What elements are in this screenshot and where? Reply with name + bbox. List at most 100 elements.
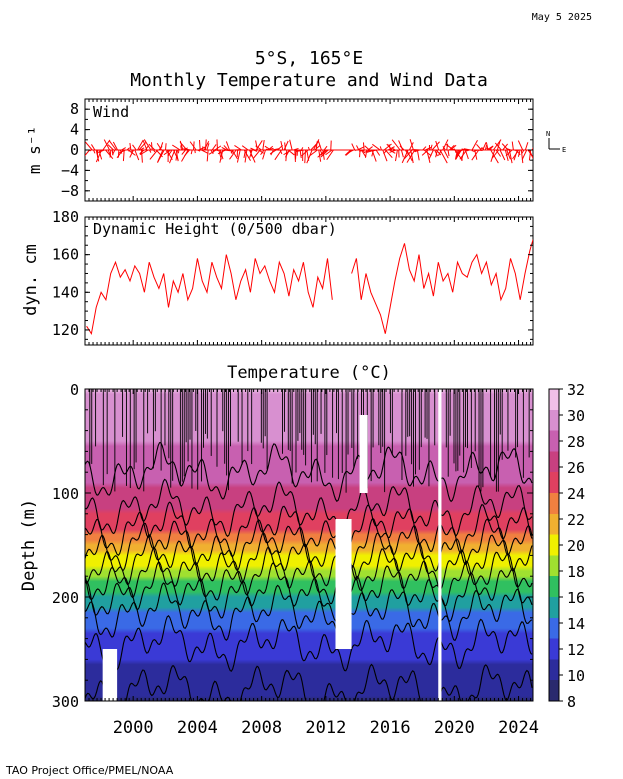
wind-vector <box>399 145 405 151</box>
colorbar-tick-label: 22 <box>567 511 585 529</box>
wind-vector <box>395 149 398 162</box>
wind-vector <box>203 141 210 151</box>
wind-vector <box>301 147 304 151</box>
wind-vector <box>512 149 520 160</box>
wind-vector <box>387 146 395 151</box>
wind-vector <box>471 140 478 151</box>
colorbar-tick-label: 20 <box>567 537 585 555</box>
wind-vector <box>471 149 480 161</box>
wind-vector <box>216 149 222 152</box>
wind-vector <box>294 149 299 152</box>
dyn-y-tick-label: 160 <box>52 246 79 264</box>
wind-vector <box>225 141 230 151</box>
wind-vector <box>434 149 438 157</box>
wind-panel: Wind m s⁻¹ 8 4 0 −4 −8 N E <box>25 98 566 202</box>
wind-vector <box>447 149 450 157</box>
temp-y-tick-label: 100 <box>52 485 79 503</box>
dyn-y-tick-label: 120 <box>52 321 79 339</box>
isotherm-12 <box>85 615 533 672</box>
dynamic-height-line-1 <box>351 239 533 334</box>
wind-vector <box>361 149 367 158</box>
wind-vector <box>317 140 322 151</box>
wind-vector <box>169 149 176 164</box>
temperature-panel-frame <box>84 388 534 702</box>
wind-vector <box>130 149 133 153</box>
wind-vector <box>409 139 414 151</box>
wind-vector <box>150 142 153 151</box>
temperature-y-axis-label: Depth (m) <box>19 499 39 591</box>
isotherm-16 <box>85 561 533 623</box>
wind-vector <box>309 149 318 157</box>
colorbar-tick-label: 32 <box>567 381 585 399</box>
wind-vector <box>473 149 478 153</box>
dynamic-height-panel: Dynamic Height (0/500 dbar) dyn. cm 180 1… <box>21 208 534 346</box>
wind-vector <box>426 149 431 163</box>
wind-vector <box>528 149 532 161</box>
dyn-y-tick-label: 180 <box>52 208 79 226</box>
missing-data-gap <box>102 649 118 701</box>
wind-vector <box>299 149 302 159</box>
wind-vector <box>496 141 501 151</box>
dynamic-height-line-0 <box>86 254 333 336</box>
wind-vector <box>317 149 326 158</box>
compass-north-label: N <box>546 130 550 138</box>
wind-vector <box>355 149 357 152</box>
wind-vector <box>243 149 246 158</box>
wind-vector <box>461 148 469 151</box>
footer-credit: TAO Project Office/PMEL/NOAA <box>5 764 174 777</box>
wind-vector <box>165 149 170 152</box>
wind-vector <box>408 142 414 151</box>
wind-vector <box>524 142 529 151</box>
wind-vector <box>211 144 217 151</box>
wind-vector <box>514 149 516 152</box>
wind-vector <box>385 149 393 159</box>
wind-vector <box>105 149 114 159</box>
wind-vector <box>140 149 149 155</box>
wind-vector <box>476 143 482 151</box>
colorbar-tick-label: 24 <box>567 485 585 503</box>
wind-vector <box>197 149 201 152</box>
x-tick-label: 2016 <box>370 718 411 738</box>
x-tick-label: 2012 <box>305 718 346 738</box>
wind-vector <box>459 149 468 160</box>
wind-vector <box>143 139 152 151</box>
wind-vector <box>139 147 145 151</box>
wind-vector <box>369 149 378 152</box>
wind-vector <box>400 149 404 158</box>
wind-vector <box>250 147 256 151</box>
wind-vector <box>326 149 334 161</box>
chart-title-location: 5°S, 165°E <box>255 48 363 69</box>
wind-vector <box>391 139 401 151</box>
wind-vector <box>172 144 181 151</box>
wind-vector <box>204 139 207 151</box>
wind-vector <box>156 142 162 151</box>
wind-vector <box>499 149 506 161</box>
wind-vector <box>236 149 241 163</box>
wind-vector <box>406 149 416 163</box>
wind-vector <box>165 143 167 151</box>
wind-vector <box>410 149 414 164</box>
wind-vector <box>391 147 396 151</box>
wind-vector <box>307 146 310 151</box>
wind-vector <box>262 149 266 160</box>
wind-panel-label: Wind <box>93 103 129 121</box>
wind-vector <box>421 149 429 156</box>
wind-vector <box>438 149 442 156</box>
wind-vector <box>294 149 296 162</box>
temperature-title: Temperature (°C) <box>227 363 391 383</box>
wind-vector <box>193 141 195 151</box>
wind-vector <box>435 149 438 158</box>
colorbar-tick-label: 12 <box>567 641 585 659</box>
wind-vector <box>458 149 463 152</box>
wind-vector <box>148 143 156 151</box>
wind-vector <box>255 140 258 151</box>
wind-vector <box>425 146 432 151</box>
wind-vector <box>521 149 525 154</box>
wind-vector <box>506 149 511 160</box>
wind-vector <box>280 140 284 151</box>
wind-vector <box>234 144 242 151</box>
wind-vector <box>471 149 474 152</box>
wind-vector <box>89 149 92 152</box>
x-tick-label: 2008 <box>241 718 282 738</box>
colorbar-tick-label: 16 <box>567 589 585 607</box>
